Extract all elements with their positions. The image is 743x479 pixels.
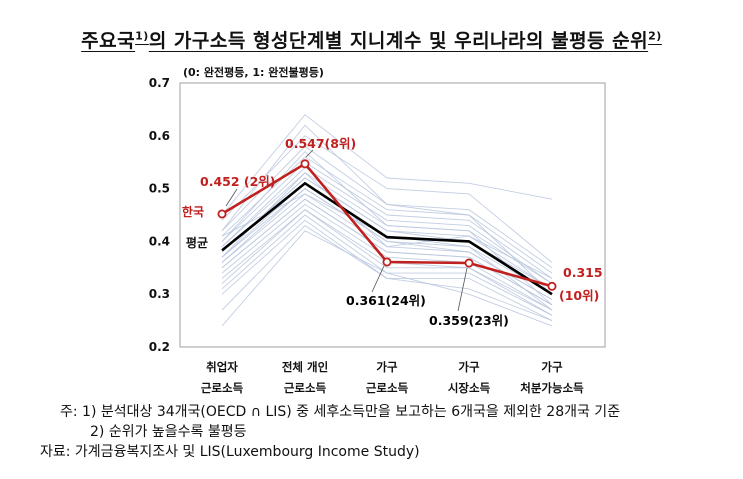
country-line — [221, 177, 553, 290]
korea-point — [464, 258, 474, 268]
series-label-average: 평균 — [186, 236, 208, 250]
title-main: 주요국 — [81, 30, 136, 52]
country-line — [221, 203, 553, 311]
country-line — [221, 124, 553, 295]
data-label: (10위) — [559, 288, 599, 303]
scale-note: (0: 완전평등, 1: 완전불평등) — [183, 66, 324, 79]
leader-line — [457, 267, 468, 312]
x-tick-label-line2: 근로소득 — [201, 381, 244, 395]
data-label: 0.452 (2위) — [200, 174, 276, 189]
data-label: 0.315 — [563, 265, 603, 280]
y-tick-label: 0.3 — [149, 287, 170, 301]
footnotes: 주: 1) 분석대상 34개국(OECD ∩ LIS) 중 세후소득만을 보고하… — [40, 402, 620, 462]
series-label-korea: 한국 — [182, 204, 204, 219]
source-note: 자료: 가계금융복지조사 및 LIS(Luxembourg Income Stu… — [40, 444, 420, 460]
footnote-1: 주: 1) 분석대상 34개국(OECD ∩ LIS) 중 세후소득만을 보고하… — [60, 404, 621, 420]
country-line — [221, 172, 553, 279]
x-tick-label-line1: 전체 개인 — [282, 360, 328, 374]
y-tick-label: 0.7 — [149, 76, 170, 90]
y-tick-label: 0.4 — [149, 234, 170, 248]
country-line — [221, 225, 553, 322]
korea-point — [300, 159, 310, 169]
title-footnote-2: 2) — [648, 29, 662, 43]
data-label: 0.359(23위) — [429, 313, 509, 328]
x-tick-label-line2: 처분가능소득 — [520, 381, 584, 395]
y-tick-label: 0.5 — [149, 182, 170, 196]
leader-line — [225, 188, 238, 207]
country-line — [221, 209, 553, 316]
chart-title: 주요국1)의 가구소득 형성단계별 지니계수 및 우리나라의 불평등 순위2) — [0, 26, 743, 53]
korea-point — [382, 257, 392, 267]
x-tick-label-line1: 가구 — [376, 360, 398, 374]
country-line — [221, 114, 553, 216]
country-line — [221, 161, 553, 279]
country-line — [221, 135, 553, 263]
average-line — [221, 181, 553, 296]
x-tick-label-line2: 근로소득 — [366, 381, 409, 395]
title-rest: 의 가구소득 형성단계별 지니계수 및 우리나라의 불평등 순위 — [148, 30, 649, 52]
plot-frame — [179, 82, 606, 348]
y-tick-label: 0.2 — [149, 340, 170, 354]
country-line — [221, 166, 553, 284]
footnote-2: 2) 순위가 높을수록 불평등 — [90, 424, 247, 440]
country-line — [221, 156, 553, 274]
country-line — [221, 230, 553, 327]
x-tick-label-line2: 근로소득 — [284, 381, 327, 395]
data-label: 0.361(24위) — [346, 293, 426, 308]
korea-point — [217, 209, 227, 219]
x-tick-label-line1: 가구 — [541, 360, 563, 374]
y-tick-label: 0.6 — [149, 129, 170, 143]
korea-point — [547, 281, 557, 291]
x-tick-label-line1: 가구 — [458, 360, 480, 374]
country-line — [221, 198, 553, 306]
leader-line — [371, 265, 385, 293]
leader-line — [305, 149, 314, 158]
x-tick-label-line1: 취업자 — [206, 360, 238, 374]
x-tick-label-line2: 시장소득 — [448, 381, 491, 395]
title-footnote-1: 1) — [135, 29, 149, 43]
data-label: 0.547(8위) — [285, 136, 356, 151]
